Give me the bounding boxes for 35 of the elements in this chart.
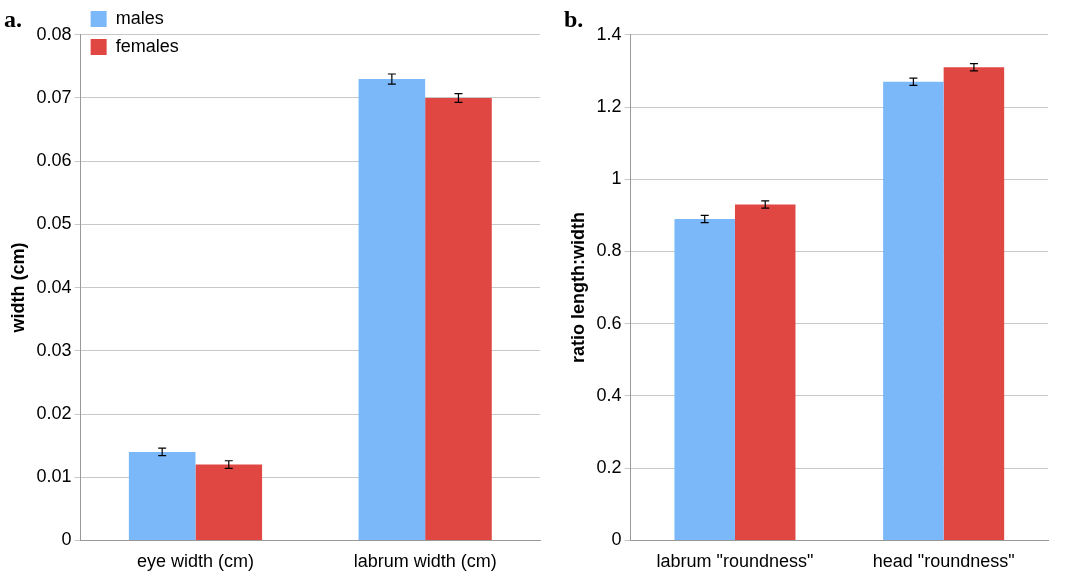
y-tick-label: 0.03 (36, 339, 72, 360)
y-tick-label: 0.8 (596, 240, 622, 261)
chart-title: a. (4, 5, 22, 32)
y-tick-label: 1 (611, 168, 622, 189)
y-tick-label: 0 (611, 529, 622, 550)
y-tick-label: 0.2 (596, 457, 622, 478)
bar (734, 204, 796, 540)
legend-label: males (115, 7, 164, 28)
x-tick-label: head "roundness" (872, 551, 1015, 572)
y-axis-title: width (cm) (7, 242, 28, 334)
y-tick-label: 0.05 (36, 213, 72, 234)
bar (883, 81, 944, 540)
y-tick-label: 0.6 (596, 312, 622, 333)
bar (425, 98, 492, 540)
y-tick-label: 0.08 (36, 23, 72, 44)
y-tick-label: 0.04 (36, 276, 72, 297)
x-tick-label: eye width (cm) (136, 551, 254, 572)
y-tick-label: 1.4 (596, 23, 622, 44)
y-tick-label: 0.07 (36, 86, 72, 107)
chart-title: b. (564, 5, 584, 32)
bar (128, 451, 196, 540)
legend-label: females (115, 35, 179, 56)
bar (943, 67, 1005, 540)
y-tick-label: 0 (61, 529, 72, 550)
x-tick-label: labrum width (cm) (353, 551, 497, 572)
y-tick-label: 0.06 (36, 150, 72, 171)
bar (358, 79, 426, 540)
y-axis-title: ratio length:width (567, 212, 588, 364)
y-tick-label: 0.02 (36, 402, 72, 423)
y-tick-label: 0.4 (596, 384, 622, 405)
y-tick-label: 1.2 (596, 96, 622, 116)
bar (674, 218, 735, 540)
y-tick-label: 0.01 (36, 466, 72, 487)
x-tick-label: labrum "roundness" (656, 551, 814, 572)
bar (195, 464, 263, 540)
